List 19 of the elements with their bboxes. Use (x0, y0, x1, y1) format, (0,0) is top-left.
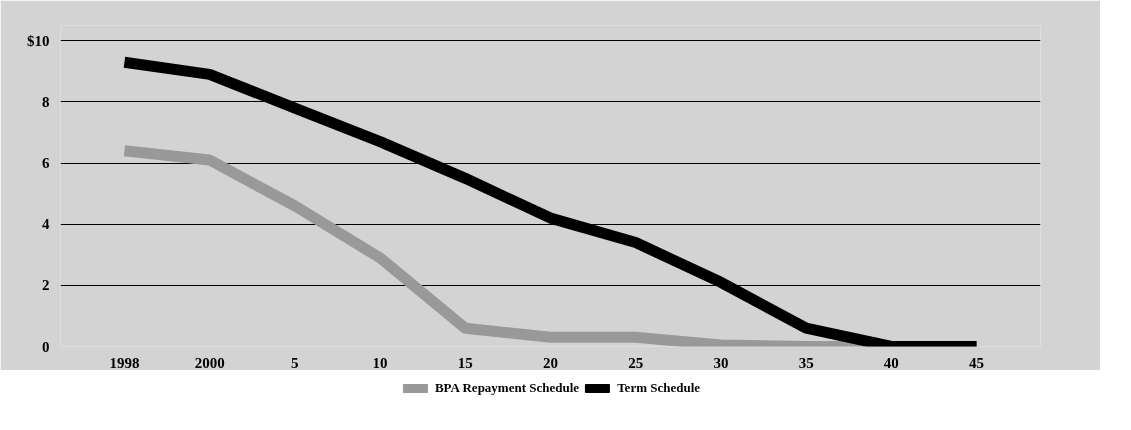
legend-label: Term Schedule (617, 380, 701, 396)
y-tick-label: 6 (42, 155, 50, 172)
y-tick-label: 8 (42, 93, 50, 110)
y-tick-label: 2 (42, 277, 50, 294)
y-tick-label: 0 (42, 338, 50, 355)
x-tick-label: 10 (372, 354, 388, 371)
x-tick-label: 35 (798, 354, 814, 371)
x-tick-label: 40 (883, 354, 899, 371)
x-tick-label: 20 (543, 354, 558, 371)
y-tick-label: $10 (27, 32, 50, 49)
x-tick-label: 1998 (109, 354, 140, 371)
x-tick-label: 25 (628, 354, 644, 371)
x-tick-label: 45 (969, 354, 985, 371)
y-tick-label: 4 (42, 216, 50, 233)
x-tick-label: 5 (291, 354, 299, 371)
x-tick-label: 15 (457, 354, 473, 371)
legend-label: BPA Repayment Schedule (434, 380, 580, 396)
x-tick-label: 2000 (194, 354, 225, 371)
x-tick-label: 30 (713, 354, 729, 371)
